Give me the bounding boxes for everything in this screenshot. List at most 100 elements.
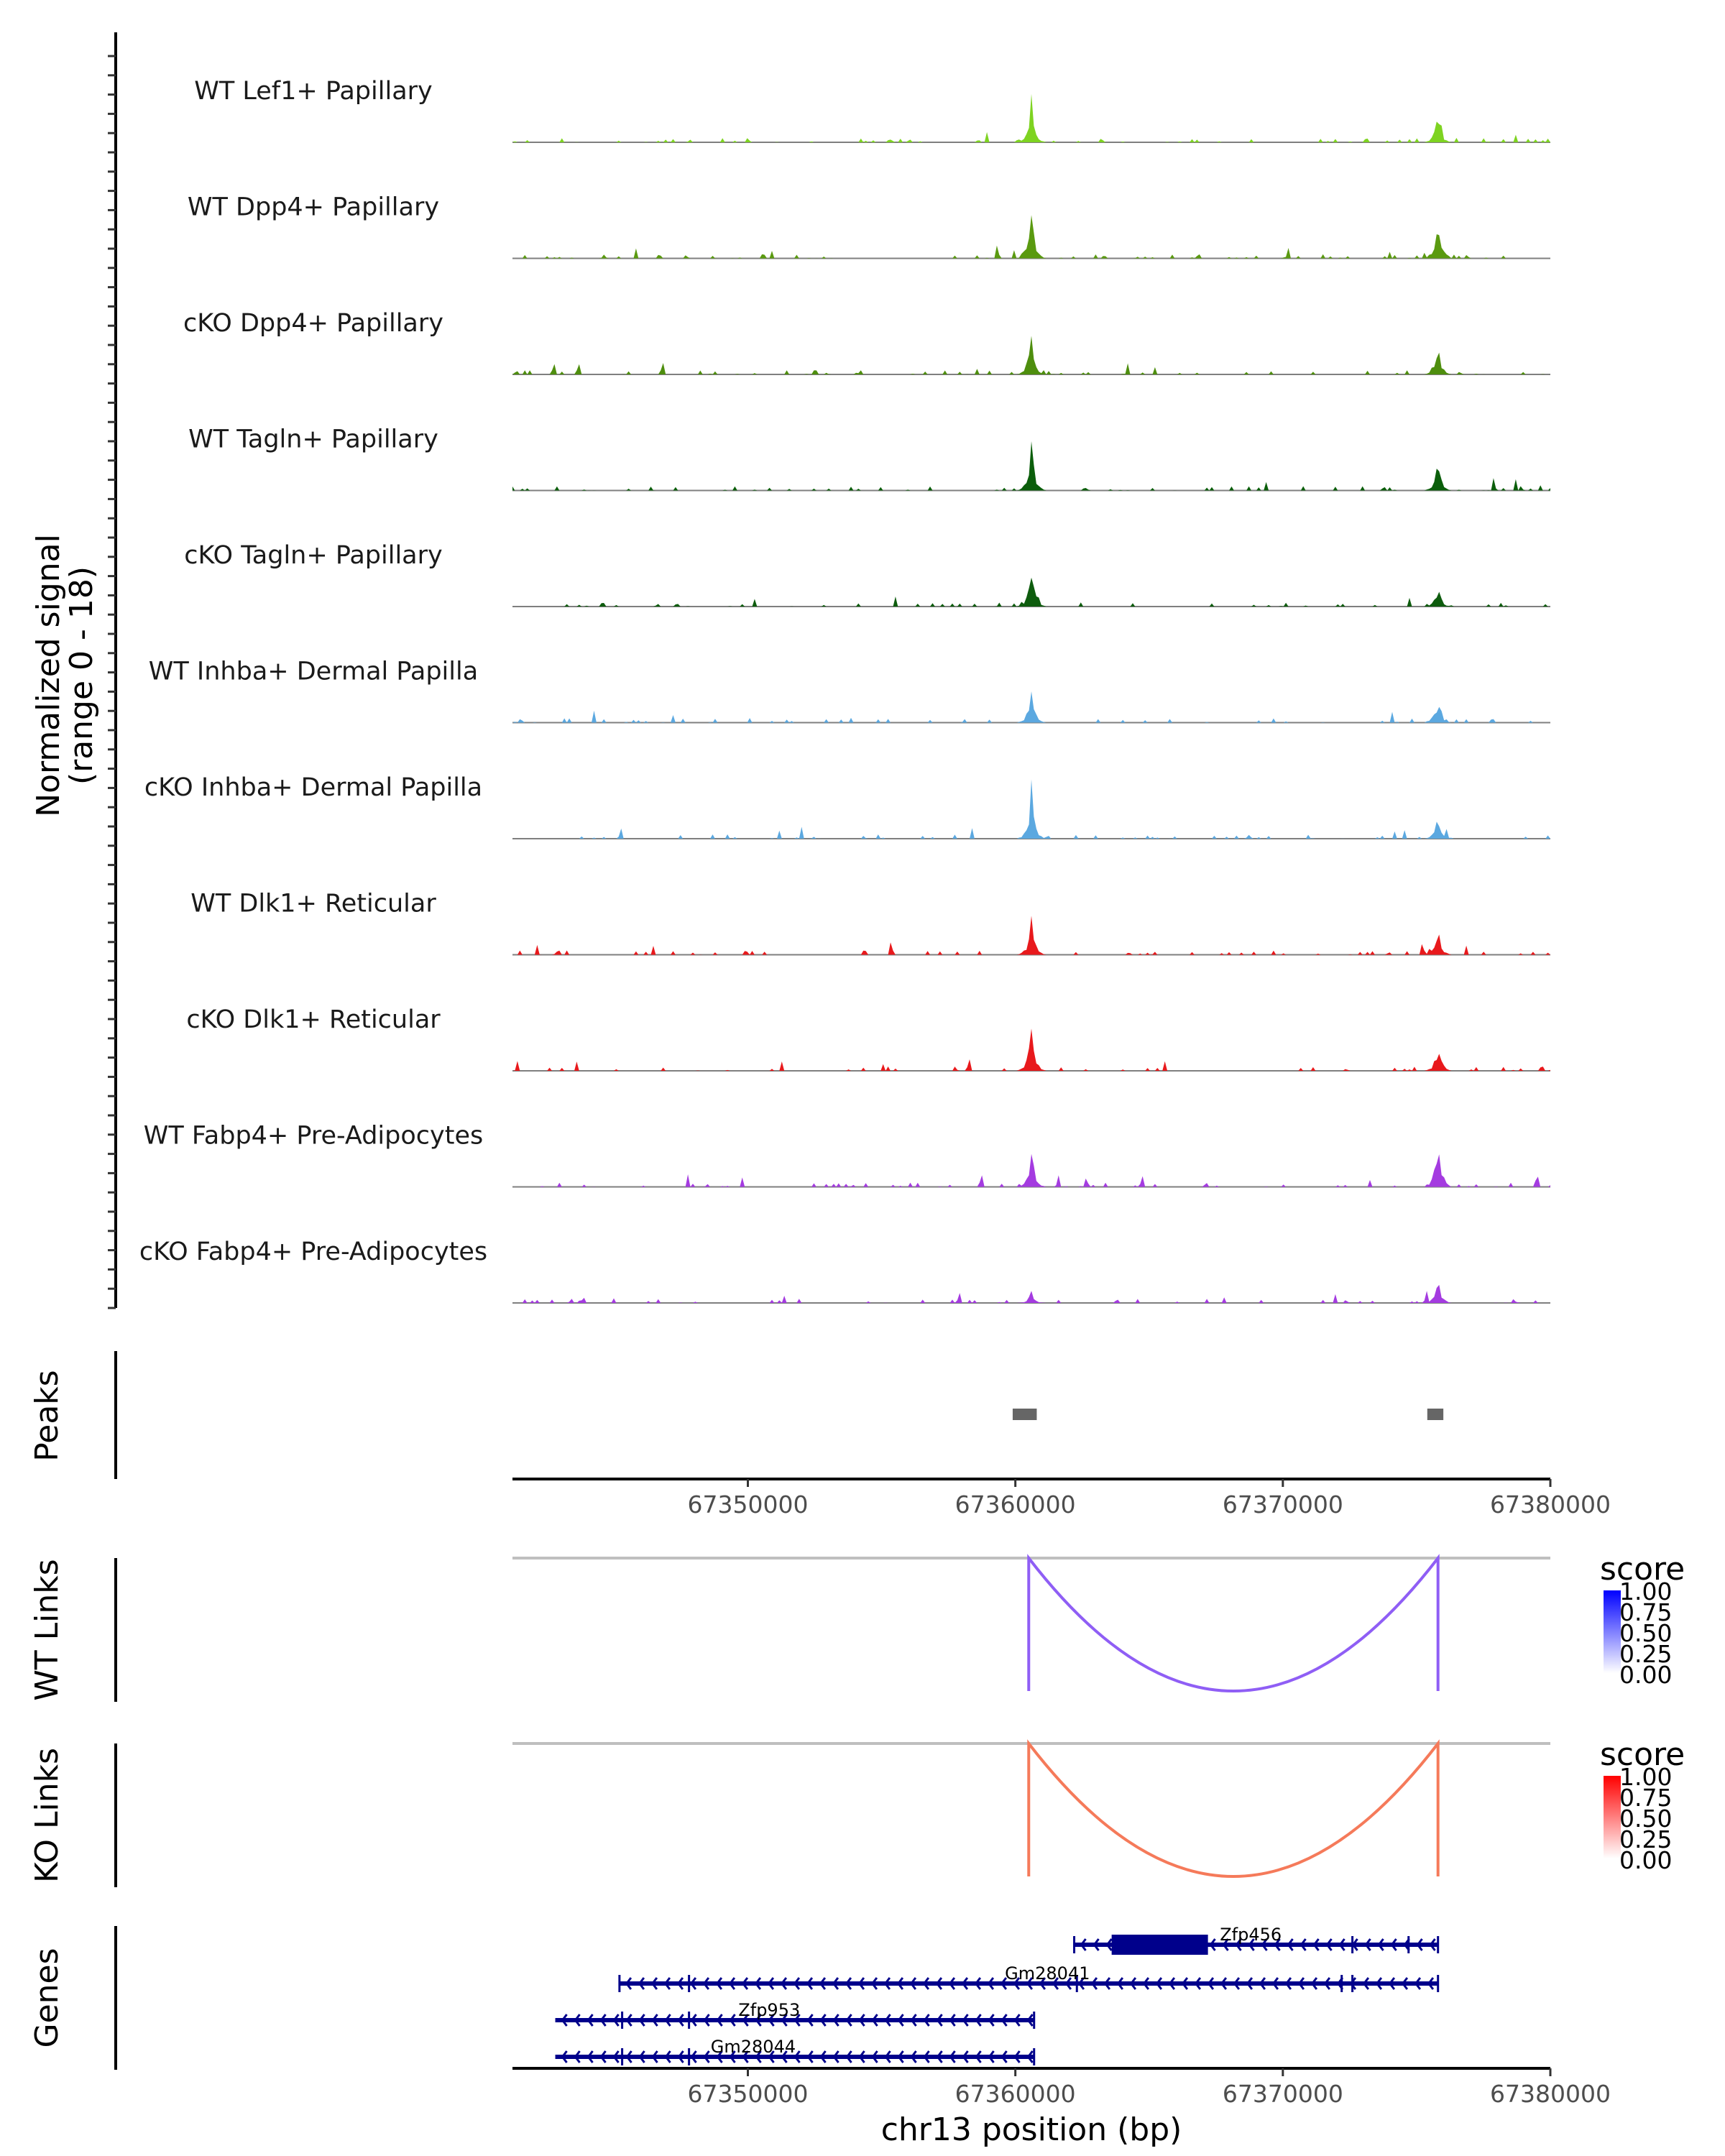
strand-arrow-icon bbox=[948, 1977, 956, 1990]
strand-arrow-icon bbox=[1077, 1977, 1085, 1990]
strand-arrow-icon bbox=[1105, 1938, 1113, 1951]
x-tick-label: 67370000 bbox=[1223, 1491, 1343, 1519]
x-axis-title: chr13 position (bp) bbox=[881, 2111, 1182, 2148]
strand-arrow-icon bbox=[690, 2050, 697, 2063]
legend-tick-label: 0.00 bbox=[1619, 1846, 1672, 1874]
strand-arrow-icon bbox=[987, 1977, 995, 1990]
legend-tick-label: 0.25 bbox=[1619, 1825, 1672, 1853]
strand-arrow-icon bbox=[819, 2050, 827, 2063]
coverage-track: cKO Inhba+ Dermal Papilla bbox=[144, 773, 1550, 839]
strand-arrow-icon bbox=[599, 2050, 607, 2063]
strand-arrow-icon bbox=[729, 2050, 736, 2063]
legend-tick-label: 0.00 bbox=[1619, 1661, 1672, 1689]
coverage-area bbox=[512, 1028, 1550, 1071]
strand-arrow-icon bbox=[742, 2050, 749, 2063]
strand-arrow-icon bbox=[703, 2050, 710, 2063]
legend-tick-label: 0.25 bbox=[1619, 1640, 1672, 1668]
strand-arrow-icon bbox=[832, 2014, 840, 2027]
strand-arrow-icon bbox=[988, 2050, 995, 2063]
peaks-track bbox=[1012, 1409, 1444, 1420]
strand-arrow-icon bbox=[832, 1977, 840, 1990]
strand-arrow-icon bbox=[1300, 1938, 1307, 1951]
peak-region bbox=[1427, 1409, 1444, 1420]
strand-arrow-icon bbox=[1207, 1977, 1215, 1990]
peaks-track-title: Peaks bbox=[29, 1370, 65, 1461]
coverage-area bbox=[512, 336, 1550, 374]
strand-arrow-icon bbox=[923, 2014, 930, 2027]
strand-arrow-icon bbox=[1390, 1938, 1397, 1951]
x-tick-label: 67380000 bbox=[1490, 2080, 1611, 2108]
strand-arrow-icon bbox=[1000, 2014, 1008, 2027]
strand-arrow-icon bbox=[1297, 1977, 1305, 1990]
strand-arrow-icon bbox=[1194, 1977, 1202, 1990]
strand-arrow-icon bbox=[884, 2050, 891, 2063]
strand-arrow-icon bbox=[910, 2050, 917, 2063]
strand-arrow-icon bbox=[832, 2050, 840, 2063]
strand-arrow-icon bbox=[1129, 1977, 1137, 1990]
strand-arrow-icon bbox=[702, 1977, 710, 1990]
strand-arrow-icon bbox=[1271, 1977, 1279, 1990]
coverage-track: WT Fabp4+ Pre-Adipocytes bbox=[144, 1122, 1550, 1188]
coverage-track: WT Lef1+ Papillary bbox=[194, 77, 1550, 143]
coverage-area bbox=[512, 691, 1550, 723]
coverage-track: cKO Dlk1+ Reticular bbox=[186, 1005, 1550, 1072]
strand-arrow-icon bbox=[1429, 1938, 1436, 1951]
coverage-area bbox=[512, 441, 1550, 491]
x-tick-label: 67360000 bbox=[955, 1491, 1076, 1519]
strand-arrow-icon bbox=[896, 1977, 904, 1990]
strand-arrow-icon bbox=[650, 1977, 658, 1990]
track-label: cKO Dlk1+ Reticular bbox=[186, 1005, 441, 1034]
strand-arrow-icon bbox=[949, 2050, 956, 2063]
strand-arrow-icon bbox=[586, 2050, 594, 2063]
strand-arrow-icon bbox=[794, 2050, 801, 2063]
track-label: cKO Tagln+ Papillary bbox=[184, 541, 443, 570]
legend-colorbar bbox=[1604, 1776, 1621, 1858]
strand-arrow-icon bbox=[689, 1977, 697, 1990]
strand-arrow-icon bbox=[1220, 1977, 1228, 1990]
track-label: WT Tagln+ Papillary bbox=[188, 425, 438, 454]
strand-arrow-icon bbox=[1092, 1938, 1100, 1951]
coverage-area bbox=[512, 215, 1550, 259]
strand-arrow-icon bbox=[897, 2014, 904, 2027]
strand-arrow-icon bbox=[1026, 1977, 1034, 1990]
strand-arrow-icon bbox=[1222, 1938, 1229, 1951]
strand-arrow-icon bbox=[857, 1977, 865, 1990]
track-label: cKO Fabp4+ Pre-Adipocytes bbox=[139, 1238, 487, 1266]
strand-arrow-icon bbox=[1026, 2014, 1034, 2027]
strand-arrow-icon bbox=[755, 2050, 762, 2063]
x-axis-top: 67350000 67360000 67370000 67380000 bbox=[512, 1478, 1611, 1519]
strand-arrow-icon bbox=[561, 2014, 568, 2027]
strand-arrow-icon bbox=[664, 2050, 671, 2063]
strand-arrow-icon bbox=[1246, 1977, 1254, 1990]
strand-arrow-icon bbox=[741, 1977, 749, 1990]
strand-arrow-icon bbox=[988, 2014, 995, 2027]
strand-arrow-icon bbox=[923, 2050, 930, 2063]
peak-region bbox=[1012, 1409, 1037, 1420]
strand-arrow-icon bbox=[909, 1977, 917, 1990]
strand-arrow-icon bbox=[651, 2050, 658, 2063]
coverage-area bbox=[512, 779, 1550, 839]
legend-tick-label: 1.00 bbox=[1619, 1577, 1672, 1606]
strand-arrow-icon bbox=[1103, 1977, 1111, 1990]
strand-arrow-icon bbox=[1248, 1938, 1255, 1951]
x-tick-label: 67370000 bbox=[1223, 2080, 1343, 2108]
strand-arrow-icon bbox=[574, 2014, 581, 2027]
strand-arrow-icon bbox=[858, 2014, 865, 2027]
strand-arrow-icon bbox=[574, 2050, 581, 2063]
strand-arrow-icon bbox=[625, 2050, 632, 2063]
strand-arrow-icon bbox=[961, 1977, 969, 1990]
strand-arrow-icon bbox=[962, 2050, 969, 2063]
coverage-y-subtitle: (range 0 - 18) bbox=[63, 566, 100, 785]
strand-arrow-icon bbox=[845, 2014, 852, 2027]
track-label: WT Dlk1+ Reticular bbox=[190, 890, 436, 918]
strand-arrow-icon bbox=[1090, 1977, 1098, 1990]
gene-label: Gm28044 bbox=[711, 2037, 796, 2057]
x-tick-label: 67360000 bbox=[955, 2080, 1076, 2108]
coverage-area bbox=[512, 1284, 1550, 1303]
gene-model: Zfp456 bbox=[1073, 1925, 1440, 1955]
coverage-y-title: Normalized signal bbox=[30, 534, 67, 817]
strand-arrow-icon bbox=[638, 1977, 645, 1990]
coverage-area bbox=[512, 916, 1550, 955]
strand-arrow-icon bbox=[638, 2014, 645, 2027]
